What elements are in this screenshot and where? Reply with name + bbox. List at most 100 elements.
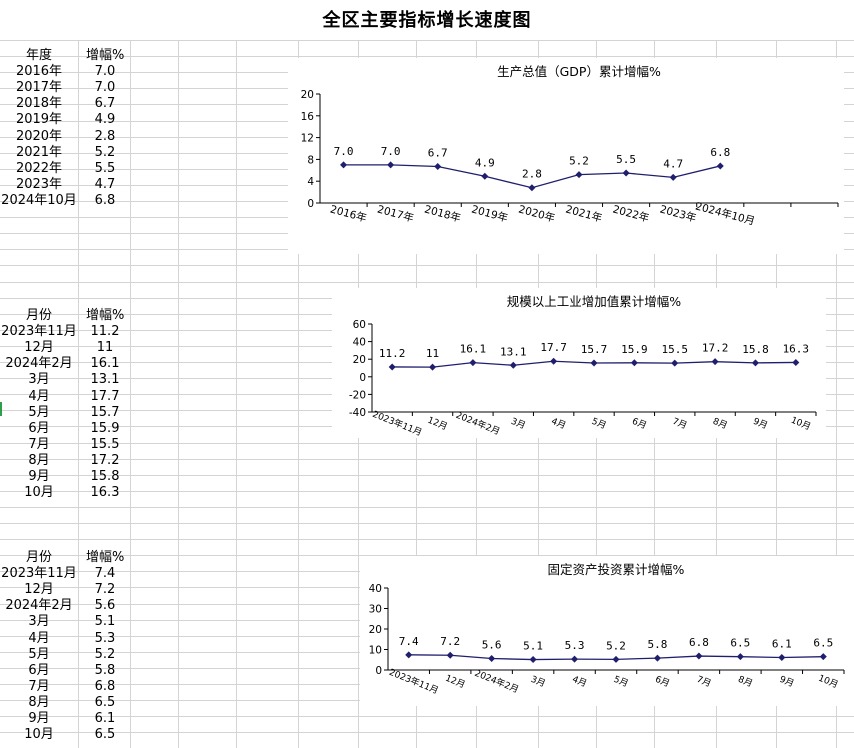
x-tick-label: 9月 xyxy=(752,416,770,432)
table-header-growth: 增幅% xyxy=(86,48,125,63)
data-point xyxy=(590,359,598,367)
table-cell-growth: 7.4 xyxy=(94,566,116,581)
data-point xyxy=(622,169,630,177)
x-tick-label: 5月 xyxy=(612,674,630,690)
table-cell-growth: 5.2 xyxy=(94,647,116,662)
y-tick-label: 60 xyxy=(353,319,366,331)
data-label: 5.3 xyxy=(565,639,585,652)
table-cell-period: 2020年 xyxy=(15,129,63,144)
data-point xyxy=(388,363,396,371)
table-cell-growth: 6.7 xyxy=(94,96,116,111)
data-label: 11.2 xyxy=(379,347,406,360)
table-cell-period: 3月 xyxy=(28,614,50,629)
table-cell-growth: 6.1 xyxy=(94,711,116,726)
data-point xyxy=(671,359,679,367)
table-header-growth: 增幅% xyxy=(86,308,125,323)
table-cell-growth: 15.8 xyxy=(90,469,120,484)
x-tick-label: 2016年 xyxy=(329,203,368,225)
table-cell-growth: 5.6 xyxy=(94,598,116,613)
table-cell-period: 8月 xyxy=(28,695,50,710)
table-cell-period: 2022年 xyxy=(15,161,63,176)
table-cell-growth: 17.7 xyxy=(90,389,120,404)
data-label: 15.9 xyxy=(621,343,648,356)
data-label: 6.1 xyxy=(772,637,792,650)
x-tick-label: 10月 xyxy=(789,415,812,433)
table-header-growth: 增幅% xyxy=(86,550,125,565)
data-point xyxy=(550,357,558,365)
data-label: 6.8 xyxy=(689,636,709,649)
table-cell-period: 6月 xyxy=(28,421,50,436)
table-header-period: 月份 xyxy=(25,550,52,565)
data-label: 5.1 xyxy=(523,640,543,653)
table-cell-growth: 7.0 xyxy=(94,80,116,95)
data-point xyxy=(434,162,442,170)
data-label: 7.2 xyxy=(440,635,460,648)
data-point xyxy=(528,184,536,192)
table-cell-period: 12月 xyxy=(24,340,54,355)
data-label: 15.7 xyxy=(581,343,608,356)
data-point xyxy=(751,359,759,367)
page-title: 全区主要指标增长速度图 xyxy=(322,10,532,31)
y-tick-label: 12 xyxy=(301,133,314,145)
table-cell-period: 5月 xyxy=(28,647,50,662)
y-tick-label: 40 xyxy=(353,337,366,349)
data-label: 4.9 xyxy=(475,156,495,169)
x-tick-label: 4月 xyxy=(550,416,568,432)
data-point xyxy=(653,654,661,662)
table-cell-growth: 5.5 xyxy=(94,161,116,176)
table-cell-growth: 13.1 xyxy=(90,372,120,387)
table-cell-growth: 16.3 xyxy=(90,485,120,500)
table-cell-period: 4月 xyxy=(28,389,50,404)
table-cell-period: 9月 xyxy=(28,711,50,726)
chart-title: 固定资产投资累计增幅% xyxy=(548,562,685,577)
data-label: 16.1 xyxy=(460,343,487,356)
table-cell-period: 2016年 xyxy=(15,64,63,79)
table-cell-growth: 7.2 xyxy=(94,582,116,597)
y-tick-label: 20 xyxy=(301,89,314,101)
data-label: 16.3 xyxy=(783,342,810,355)
table-cell-period: 2018年 xyxy=(15,96,63,111)
data-point xyxy=(529,656,537,664)
data-point xyxy=(612,655,620,663)
x-tick-label: 2017年 xyxy=(376,203,415,225)
y-tick-label: 0 xyxy=(359,372,366,384)
table-cell-growth: 15.7 xyxy=(90,405,120,420)
data-point xyxy=(429,363,437,371)
y-tick-label: 40 xyxy=(369,583,382,595)
table-cell-growth: 6.8 xyxy=(94,679,116,694)
x-tick-label: 10月 xyxy=(817,673,840,691)
investment-chart: 固定资产投资累计增幅% 0 10 20 30 40 7.4 2023年11月 7.2 12月 5.6… xyxy=(360,556,854,706)
y-tick-label: -20 xyxy=(349,389,366,401)
data-label: 2.8 xyxy=(522,168,542,181)
y-tick-label: 0 xyxy=(375,665,382,677)
table-cell-period: 6月 xyxy=(28,663,50,678)
table-cell-growth: 7.0 xyxy=(94,64,116,79)
table-cell-growth: 6.5 xyxy=(94,695,116,710)
data-label: 6.7 xyxy=(428,146,448,159)
data-label: 5.8 xyxy=(648,638,668,651)
data-point xyxy=(488,655,496,663)
table-cell-period: 2023年11月 xyxy=(1,566,77,581)
table-cell-growth: 17.2 xyxy=(90,453,120,468)
table-cell-period: 12月 xyxy=(24,582,54,597)
data-label: 11 xyxy=(426,347,439,360)
table-cell-period: 3月 xyxy=(28,372,50,387)
data-point xyxy=(387,161,395,169)
y-tick-label: 16 xyxy=(301,111,315,123)
y-tick-label: 8 xyxy=(307,154,314,166)
table-cell-period: 5月 xyxy=(28,405,50,420)
data-point xyxy=(711,358,719,366)
data-label: 4.7 xyxy=(663,157,683,170)
x-tick-label: 2020年 xyxy=(517,203,556,225)
data-point xyxy=(669,173,677,181)
table-cell-growth: 15.5 xyxy=(90,437,120,452)
table-cell-growth: 6.8 xyxy=(94,193,116,208)
x-tick-label: 7月 xyxy=(671,416,689,432)
x-tick-label: 2024年2月 xyxy=(454,409,502,438)
data-label: 15.5 xyxy=(661,343,688,356)
x-tick-label: 2018年 xyxy=(423,203,462,225)
data-label: 7.0 xyxy=(334,145,354,158)
x-tick-label: 2023年 xyxy=(658,203,697,225)
table-cell-period: 2023年11月 xyxy=(1,324,77,339)
x-tick-label: 5月 xyxy=(590,416,608,432)
